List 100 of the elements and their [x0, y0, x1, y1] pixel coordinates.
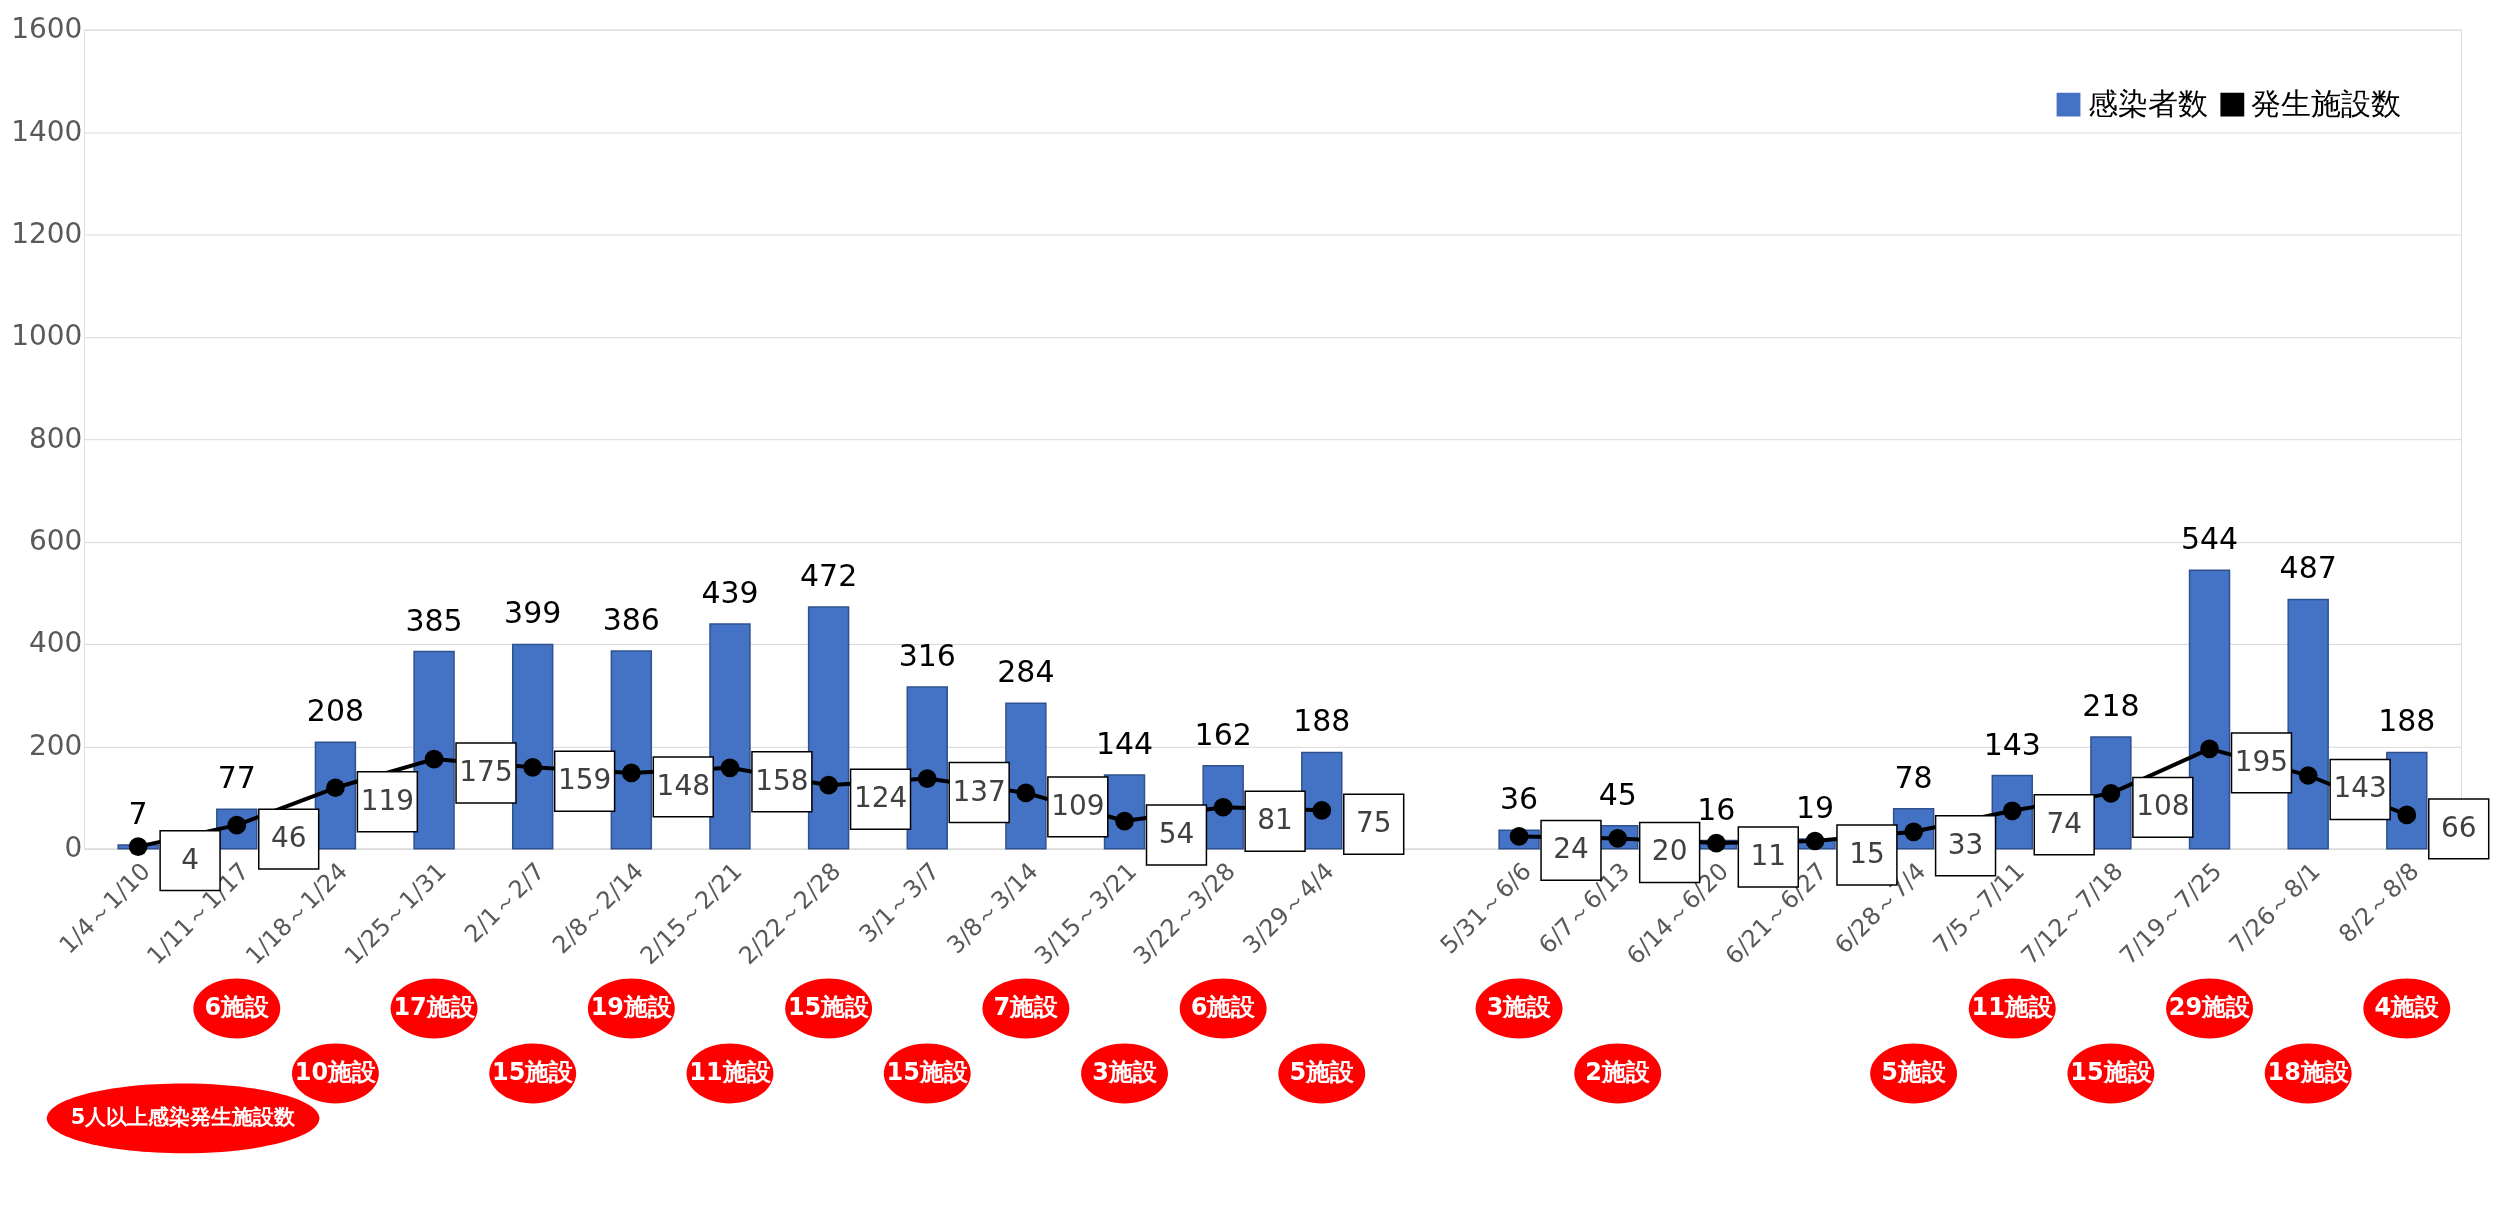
bar	[906, 686, 948, 850]
point	[1312, 800, 1332, 820]
data-label: 195	[2234, 744, 2289, 778]
y-tick-label: 800	[29, 421, 83, 455]
data-label: 148	[656, 768, 710, 802]
data-label: 81	[1257, 803, 1293, 837]
point	[621, 763, 641, 783]
point	[720, 758, 740, 778]
data-label: 439	[701, 574, 759, 610]
data-label: 143	[2333, 771, 2387, 805]
text: 19施設	[590, 993, 674, 1022]
y-tick-label: 1400	[11, 114, 83, 148]
data-label: 7	[128, 796, 148, 832]
data-label: 316	[898, 637, 956, 673]
data-label: 158	[755, 763, 809, 797]
point	[1707, 833, 1726, 853]
text: 5施設	[1289, 1058, 1356, 1087]
data-label: 15	[1849, 836, 1885, 870]
data-label: 159	[557, 763, 612, 797]
text: 15施設	[492, 1058, 575, 1087]
data-label: 33	[1947, 827, 1984, 861]
bar	[610, 650, 653, 850]
point	[2298, 766, 2318, 785]
y-tick-label: 1600	[11, 12, 83, 46]
data-label: 188	[1293, 703, 1351, 739]
bar	[2287, 598, 2329, 850]
text: 17施設	[393, 993, 476, 1022]
text: 4施設	[2374, 993, 2441, 1022]
text: 6施設	[204, 993, 271, 1022]
data-label: 75	[1355, 806, 1392, 840]
point	[1805, 831, 1825, 851]
point	[2200, 739, 2219, 759]
legend-label: 発生施設数	[2251, 85, 2402, 121]
data-label: 218	[2082, 688, 2140, 724]
bar	[413, 650, 455, 850]
data-label: 36	[1500, 781, 1539, 817]
data-label: 386	[602, 602, 660, 638]
point	[2101, 784, 2121, 803]
data-label: 46	[270, 821, 307, 855]
data-label: 188	[2378, 703, 2436, 739]
data-label: 66	[2440, 810, 2477, 844]
data-label: 119	[360, 783, 415, 817]
text: 29施設	[2168, 993, 2252, 1022]
data-label: 385	[405, 602, 463, 638]
y-tick-label: 600	[29, 524, 83, 558]
data-label: 4	[181, 842, 199, 876]
data-label: 109	[1051, 788, 1105, 822]
bar	[807, 606, 850, 850]
data-label: 16	[1697, 791, 1736, 827]
data-label: 74	[2046, 806, 2082, 840]
data-label: 175	[459, 755, 513, 789]
text: 3施設	[1486, 993, 1553, 1022]
point	[523, 757, 543, 777]
data-label: 24	[1553, 832, 1589, 866]
data-label: 19	[1795, 789, 1835, 825]
data-label: 208	[306, 693, 365, 729]
y-tick-label: 400	[29, 626, 83, 660]
legend-label: 感染者数	[2087, 85, 2208, 121]
bar	[511, 643, 554, 850]
bar	[2188, 569, 2231, 850]
text: 3施設	[1092, 1058, 1158, 1087]
data-label: 137	[952, 774, 1006, 808]
data-label: 487	[2279, 550, 2337, 586]
data-label: 143	[1983, 726, 2041, 762]
text: 15施設	[787, 993, 871, 1022]
data-label: 11	[1750, 839, 1787, 873]
data-label: 124	[853, 781, 908, 815]
data-label: 77	[217, 760, 256, 796]
point	[128, 837, 148, 856]
text: 11施設	[689, 1058, 772, 1087]
text: 15施設	[886, 1058, 969, 1087]
data-label: 544	[2180, 521, 2239, 557]
point	[326, 778, 345, 798]
text: 18施設	[2267, 1058, 2350, 1087]
point	[424, 749, 444, 769]
point	[917, 769, 937, 788]
point	[819, 775, 838, 795]
y-tick-label: 200	[29, 728, 83, 762]
data-label: 399	[504, 595, 562, 631]
data-label: 108	[2136, 789, 2190, 823]
y-tick-label: 0	[64, 831, 83, 865]
x-tick-label: 2/1～2/7	[459, 857, 551, 949]
text: 5人以上感染発生施設数	[70, 1105, 297, 1130]
data-label: 162	[1194, 716, 1252, 752]
data-label: 78	[1894, 759, 1933, 795]
data-label: 54	[1158, 817, 1195, 851]
data-label: 20	[1651, 834, 1688, 868]
text: 7施設	[993, 993, 1060, 1022]
text: 10施設	[294, 1058, 378, 1087]
text: 5施設	[1881, 1058, 1947, 1087]
data-label: 45	[1598, 776, 1637, 812]
y-tick-label: 1000	[11, 319, 83, 353]
point	[2397, 805, 2417, 825]
y-tick-label: 1200	[11, 216, 83, 250]
data-label: 284	[997, 654, 1055, 690]
x-tick-label: 8/2～8/8	[2333, 857, 2425, 949]
text: 11施設	[1971, 993, 2054, 1022]
text: 6施設	[1190, 993, 1257, 1022]
x-tick-label: 3/1～3/7	[853, 857, 945, 949]
bar	[709, 623, 751, 850]
